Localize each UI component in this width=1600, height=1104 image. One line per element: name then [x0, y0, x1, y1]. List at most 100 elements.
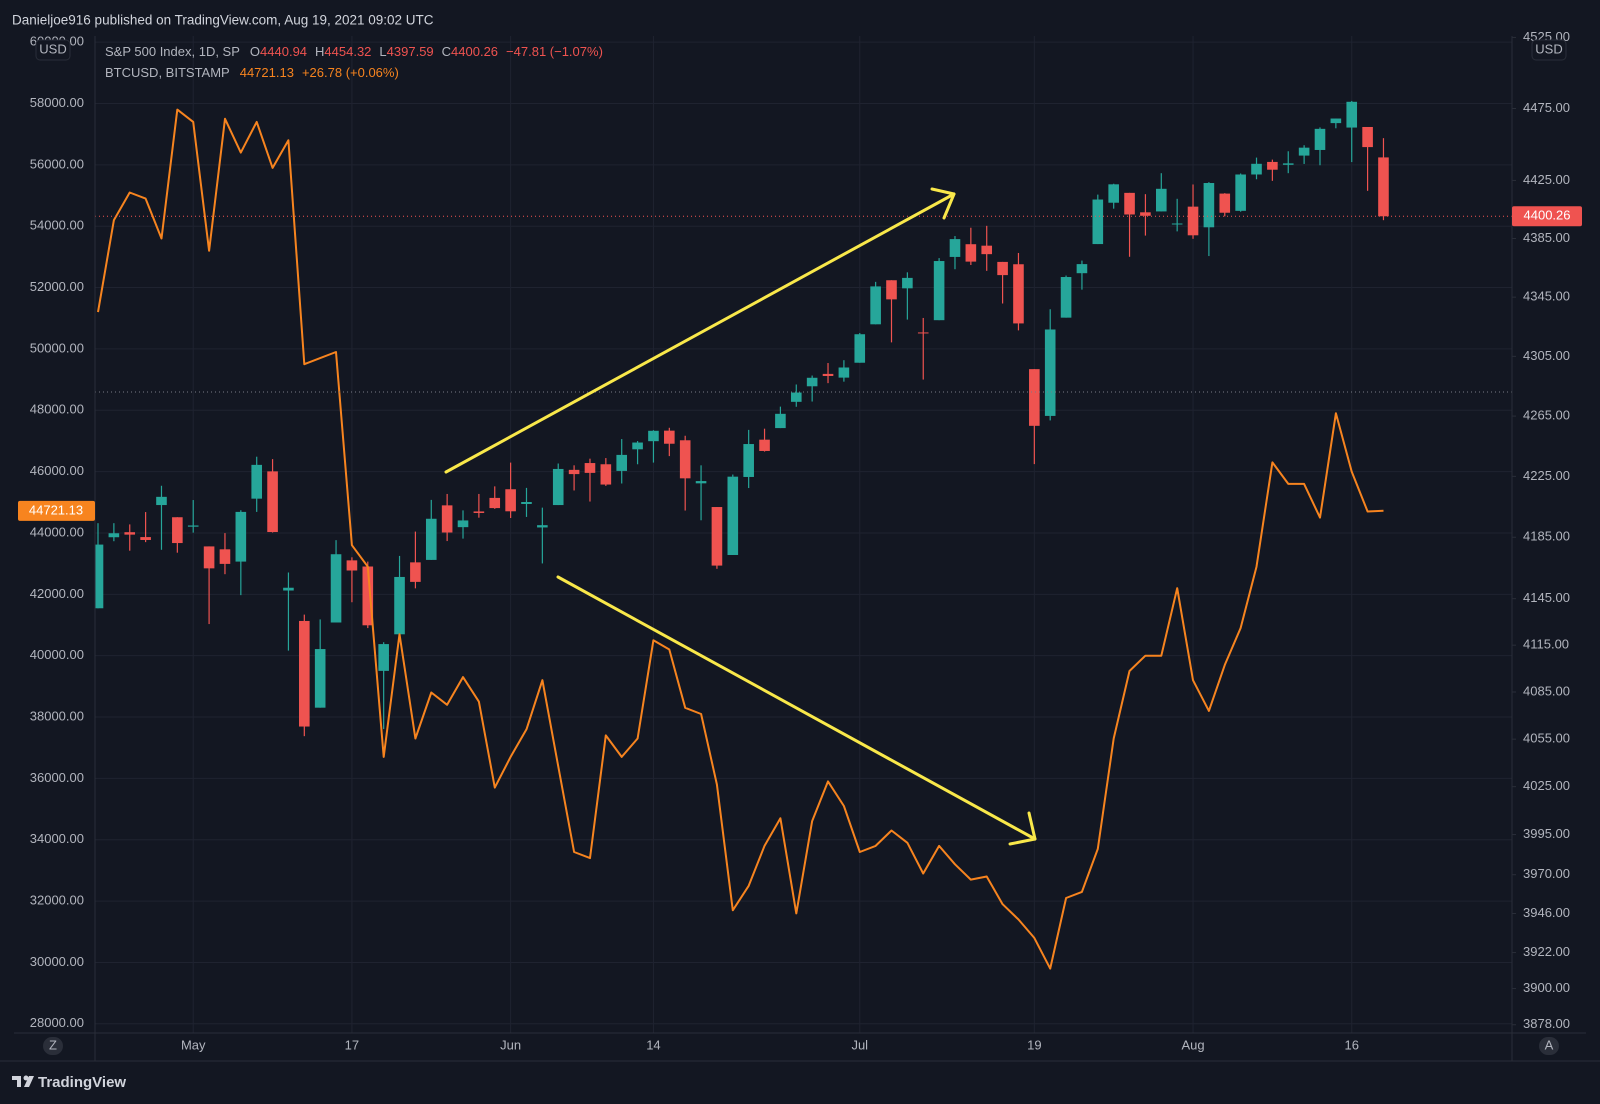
candle-body [648, 430, 659, 442]
scale-button[interactable] [43, 1037, 63, 1055]
candle-body [790, 392, 802, 402]
x-tick-label: 14 [646, 1037, 660, 1052]
candle-body [473, 511, 485, 513]
legend-letter: H [315, 44, 324, 59]
candle-body [187, 525, 199, 527]
x-tick-label: Aug [1181, 1037, 1204, 1052]
annotations [444, 187, 1037, 846]
legend-btc: BTCUSD, BITSTAMP 44721.13 +26.78 (+0.06%) [105, 65, 399, 80]
y2-tick-label: 3878.00 [1523, 1016, 1570, 1031]
candle-body [457, 520, 469, 528]
y2-tick-label: 4305.00 [1523, 348, 1570, 363]
y-tick-label: 34000.00 [30, 831, 84, 846]
y2-tick-label: 3900.00 [1523, 980, 1570, 995]
candle-body [378, 644, 389, 671]
candle-body [822, 373, 834, 376]
candle-body [1060, 277, 1072, 318]
candle-body [584, 463, 596, 473]
candle-body [1013, 264, 1024, 324]
up-arrow-head [930, 187, 956, 220]
candle-body [727, 476, 739, 555]
axis-labels: 28000.00 30000.00 32000.00 34000.00 36000.00… [30, 29, 1570, 1053]
last-price-tag [18, 500, 95, 521]
y2-tick-label: 4425.00 [1523, 172, 1570, 187]
legend-open: 4440.94 [260, 44, 307, 59]
candle-body [965, 244, 977, 262]
candle-body [267, 471, 278, 533]
candle-body [759, 439, 770, 451]
y2-tick-label: 4385.00 [1523, 230, 1570, 245]
footer-brand: TradingView [38, 1074, 126, 1091]
price-tags: 4400.26 44721.13 [18, 206, 1582, 521]
candle-body [1251, 163, 1262, 175]
y-tick-label: 50000.00 [30, 340, 84, 355]
y-tick-label: 32000.00 [30, 893, 84, 908]
x-tick-label: Jun [500, 1037, 521, 1052]
candle-body [410, 562, 421, 582]
candle-body [346, 560, 358, 571]
scale-button-label[interactable]: Z [49, 1037, 57, 1052]
candle-body [1203, 183, 1215, 228]
candle-body [1314, 128, 1326, 150]
last-price-tag [1512, 206, 1582, 227]
candle-body [902, 277, 913, 289]
candle-body [140, 537, 151, 540]
legend-last: 44721.13 [240, 65, 294, 80]
candle-body [552, 468, 564, 506]
candle-body [664, 430, 675, 444]
unit-badge [35, 39, 71, 61]
y-tick-label: 40000.00 [30, 647, 84, 662]
candle-body [124, 532, 136, 535]
y2-tick-label: 3946.00 [1523, 905, 1570, 920]
candle-body [743, 444, 754, 477]
y-tick-label: 38000.00 [30, 708, 84, 723]
candle-body [1171, 223, 1183, 225]
y-tick-label: 52000.00 [30, 279, 84, 294]
last-price-label: 4400.26 [1524, 208, 1571, 223]
candle-body [1235, 174, 1246, 211]
candle-body [838, 367, 850, 378]
candle-body [330, 554, 342, 623]
scale-button[interactable] [1539, 1037, 1559, 1055]
candle-body [679, 440, 691, 479]
y-tick-label: 58000.00 [30, 95, 84, 110]
candle-body [172, 517, 183, 544]
line-series [97, 108, 1384, 970]
logo-part [23, 1075, 29, 1081]
candle-body [1076, 264, 1088, 274]
candle-body [283, 587, 294, 591]
candle-body [251, 464, 262, 499]
candle-body [854, 334, 866, 363]
candle-body [711, 507, 723, 566]
candle-body [981, 245, 993, 255]
y2-tick-label: 3970.00 [1523, 866, 1570, 881]
candle-body [505, 489, 516, 512]
candle-body [108, 533, 120, 538]
candle-body [537, 525, 548, 528]
scale-button-label[interactable]: A [1545, 1037, 1554, 1052]
logo-part [12, 1076, 21, 1080]
y2-tick-label: 3995.00 [1523, 826, 1570, 841]
candle-body [1362, 126, 1373, 148]
plot-area [95, 100, 1512, 970]
left-unit: USD [39, 41, 66, 56]
legend-change: −47.81 (−1.07%) [506, 44, 603, 59]
candle-body [521, 502, 532, 504]
y-tick-label: 42000.00 [30, 586, 84, 601]
legend-letter: C [442, 44, 451, 59]
candle-body [314, 649, 326, 708]
candle-body [95, 544, 104, 609]
candle-body [203, 546, 215, 569]
x-tick-label: Jul [851, 1037, 868, 1052]
candle-body [1029, 369, 1040, 426]
y2-tick-label: 4185.00 [1523, 529, 1570, 544]
last-price-label: 44721.13 [29, 502, 83, 517]
legend-high: 4454.32 [324, 44, 371, 59]
candle-body [600, 464, 612, 485]
y2-tick-label: 4025.00 [1523, 778, 1570, 793]
candle-body [1219, 193, 1231, 213]
candle-body [1140, 212, 1151, 216]
x-tick-label: 16 [1344, 1037, 1358, 1052]
candle-body [425, 518, 437, 560]
y-tick-label: 36000.00 [30, 770, 84, 785]
